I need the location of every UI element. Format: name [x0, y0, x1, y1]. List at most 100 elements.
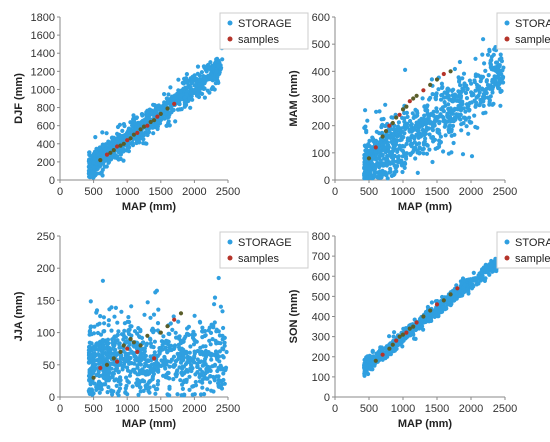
- storage-point: [127, 141, 132, 146]
- legend-box: [496, 231, 550, 269]
- sample-point: [390, 120, 395, 126]
- storage-point: [87, 152, 92, 157]
- legend: STORAGE samples: [219, 231, 309, 269]
- storage-point: [88, 382, 93, 387]
- storage-point: [397, 143, 402, 148]
- storage-point: [487, 86, 492, 91]
- storage-point: [220, 309, 225, 314]
- storage-point: [473, 277, 478, 282]
- storage-point: [137, 385, 143, 390]
- storage-point: [378, 140, 383, 145]
- samples-series: [98, 101, 177, 163]
- storage-point: [421, 151, 426, 156]
- storage-point: [192, 332, 197, 337]
- storage-point: [464, 124, 469, 129]
- storage-point: [176, 354, 181, 359]
- storage-point: [211, 323, 216, 328]
- storage-point: [487, 102, 492, 107]
- storage-point: [403, 123, 408, 128]
- sample-point: [165, 324, 170, 329]
- storage-series: [362, 256, 499, 378]
- storage-point: [206, 62, 211, 67]
- storage-point: [150, 326, 155, 331]
- storage-point: [180, 357, 185, 362]
- storage-point: [187, 357, 192, 362]
- y-tick-label: 400: [312, 66, 330, 78]
- sample-point: [404, 104, 409, 109]
- storage-point: [159, 339, 164, 344]
- storage-point: [88, 299, 93, 304]
- storage-point: [441, 118, 446, 124]
- storage-point: [91, 160, 96, 165]
- legend-label-samples: samples: [515, 34, 550, 46]
- storage-point: [399, 148, 405, 153]
- storage-point: [143, 118, 148, 123]
- storage-point: [495, 75, 500, 80]
- storage-point: [104, 378, 109, 383]
- storage-point: [362, 365, 368, 371]
- storage-point: [491, 52, 496, 57]
- storage-point: [474, 282, 479, 287]
- storage-point: [494, 268, 499, 274]
- storage-point: [97, 358, 102, 363]
- storage-point: [469, 81, 474, 86]
- storage-point: [154, 288, 159, 293]
- storage-point: [422, 113, 427, 118]
- storage-point: [473, 124, 478, 130]
- sample-point: [111, 148, 116, 153]
- storage-point: [217, 333, 222, 338]
- storage-point: [134, 115, 139, 120]
- storage-point: [151, 131, 156, 136]
- storage-point: [151, 102, 156, 107]
- y-tick-label: 100: [37, 328, 55, 340]
- sample-point: [411, 324, 416, 329]
- sample-point: [91, 375, 96, 380]
- storage-point: [114, 383, 119, 388]
- storage-point: [438, 134, 443, 139]
- storage-point: [126, 315, 131, 320]
- storage-point: [484, 78, 489, 83]
- storage-point: [408, 151, 413, 156]
- storage-point: [148, 336, 153, 341]
- storage-point: [475, 94, 480, 99]
- sample-point: [121, 343, 126, 348]
- storage-point: [107, 349, 113, 354]
- legend-marker-storage: [504, 239, 510, 245]
- storage-point: [195, 363, 200, 368]
- y-tick-label: 100: [312, 372, 330, 384]
- storage-point: [482, 61, 487, 66]
- sample-point: [135, 130, 140, 135]
- storage-point: [106, 318, 111, 323]
- sample-point: [434, 77, 440, 82]
- storage-point: [126, 149, 131, 154]
- sample-point: [390, 342, 395, 347]
- sample-point: [145, 123, 150, 128]
- storage-point: [221, 371, 226, 376]
- storage-point: [121, 122, 126, 127]
- storage-point: [380, 357, 385, 362]
- storage-point: [88, 354, 93, 359]
- storage-point: [392, 348, 397, 353]
- storage-point: [156, 120, 161, 125]
- storage-point: [363, 108, 368, 113]
- storage-point: [156, 379, 161, 384]
- storage-point: [152, 339, 157, 344]
- sample-point: [98, 158, 103, 163]
- storage-point: [365, 170, 370, 175]
- storage-point: [202, 392, 207, 397]
- sample-point: [115, 144, 120, 149]
- sample-point: [115, 359, 120, 364]
- storage-point: [176, 336, 182, 341]
- storage-point: [445, 92, 450, 97]
- storage-point: [116, 157, 121, 162]
- x-tick-label: 2000: [459, 403, 483, 415]
- sample-point: [380, 134, 385, 139]
- storage-point: [440, 92, 445, 97]
- sample-point: [373, 145, 378, 150]
- storage-point: [437, 138, 442, 143]
- x-tick-label: 2000: [182, 186, 206, 198]
- sample-point: [125, 346, 130, 351]
- storage-point: [411, 115, 416, 120]
- storage-point: [370, 349, 375, 354]
